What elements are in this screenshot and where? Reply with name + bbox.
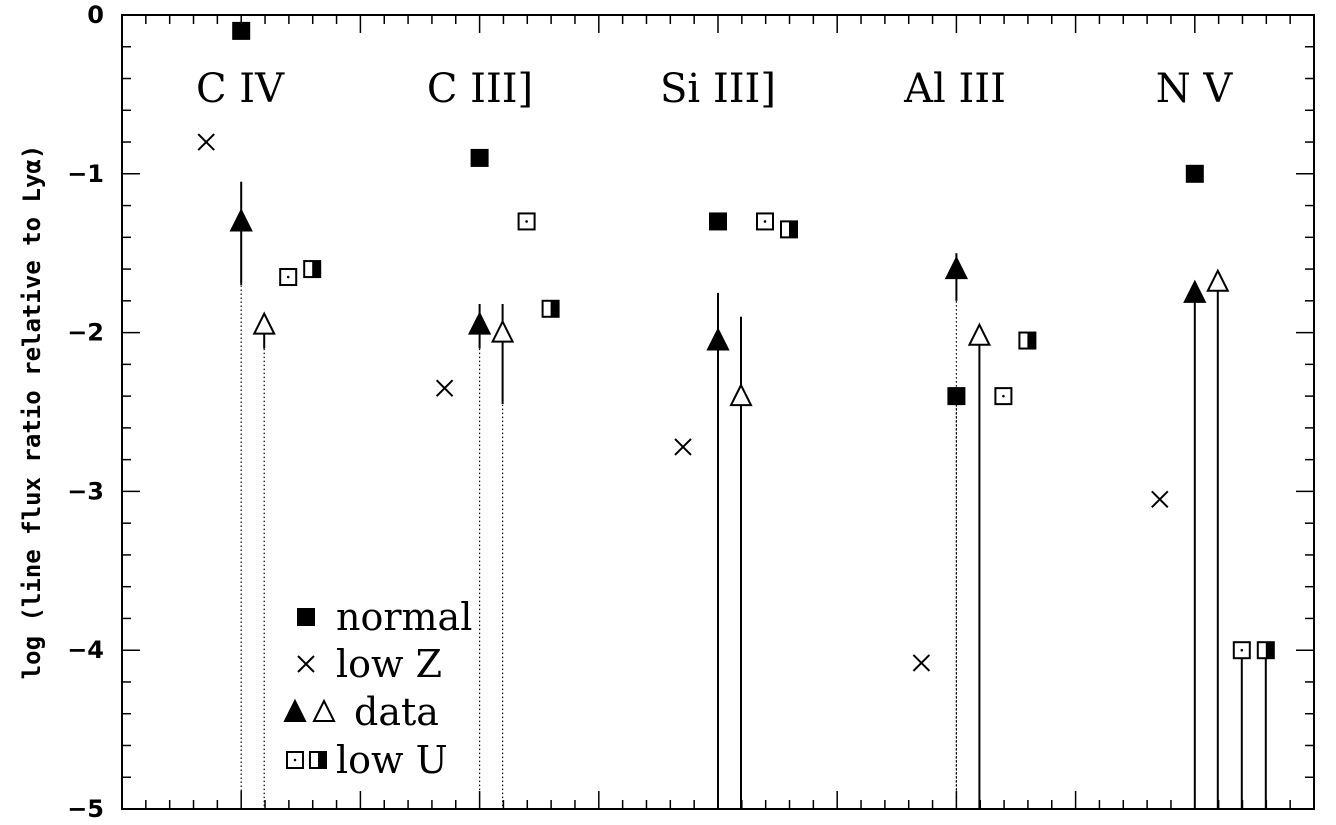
- data-open-triangle: [490, 319, 515, 343]
- normal-square: [947, 387, 966, 406]
- y-tick-label: −1: [67, 160, 104, 188]
- line-label: C IV: [196, 66, 285, 112]
- line-label: Si III]: [660, 66, 776, 112]
- normal-square: [232, 21, 251, 40]
- legend-label: low Z: [336, 642, 442, 686]
- line-label: Al III: [903, 66, 1006, 112]
- low-u-open-square-dot: [763, 220, 767, 223]
- group-0: [197, 21, 322, 809]
- normal-square: [709, 212, 727, 231]
- low-u-half-square-fill: [1265, 642, 1274, 659]
- legend-label: data: [354, 690, 439, 734]
- legend-data-filled-symbol: [283, 698, 307, 722]
- low-z-cross: [912, 654, 931, 672]
- low-u-open-square-dot: [286, 275, 290, 279]
- y-tick-label: −5: [67, 795, 104, 823]
- legend-low-z-symbol: [297, 655, 315, 673]
- normal-square: [470, 148, 489, 167]
- group-2: [674, 212, 798, 809]
- low-u-half-square-fill: [1027, 332, 1036, 349]
- low-u-half-square-fill: [789, 221, 797, 238]
- low-z-cross: [1151, 490, 1169, 509]
- data-filled-triangle: [467, 311, 492, 335]
- legend-label: normal: [336, 595, 472, 639]
- legend-label: low U: [336, 738, 448, 782]
- data-open-triangle: [252, 311, 276, 335]
- low-u-open-square-dot: [1002, 394, 1005, 398]
- y-ticks: 0 −1 −2 −3 −4 −5: [67, 1, 1314, 823]
- legend-normal-symbol: [297, 608, 315, 626]
- y-axis-label: log (line flux ratio relative to Lyα): [18, 145, 46, 680]
- group-4: [1151, 164, 1275, 809]
- line-label: C III]: [427, 66, 533, 112]
- y-tick-label: −3: [67, 477, 104, 505]
- low-z-cross: [674, 438, 692, 456]
- data-open-triangle: [729, 382, 753, 407]
- line-labels: C IV C III] Si III] Al III N V: [196, 66, 1233, 112]
- group-3: [912, 253, 1037, 809]
- line-label: N V: [1156, 66, 1234, 112]
- low-u-open-square-dot: [525, 220, 528, 223]
- legend-low-u-open-symbol-dot: [293, 758, 297, 762]
- y-tick-label: −4: [67, 636, 104, 664]
- low-u-half-square-fill: [312, 261, 321, 278]
- legend-low-u-half-symbol-fill: [318, 752, 326, 768]
- data-open-triangle: [967, 322, 992, 346]
- low-z-cross: [197, 133, 215, 151]
- data-filled-triangle: [1183, 279, 1207, 303]
- data-filled-triangle: [229, 208, 253, 232]
- data-filled-triangle: [706, 327, 730, 351]
- low-z-cross: [435, 379, 454, 397]
- chart-marks: [197, 21, 1275, 809]
- legend-data-open-symbol: [312, 698, 336, 722]
- low-u-open-square-dot: [1240, 648, 1244, 652]
- y-tick-label: 0: [87, 1, 104, 29]
- y-tick-label: −2: [67, 319, 104, 347]
- normal-square: [1185, 164, 1204, 183]
- low-u-half-square-fill: [550, 300, 559, 317]
- group-1: [435, 148, 560, 809]
- data-filled-triangle: [944, 255, 969, 280]
- data-open-triangle: [1206, 268, 1230, 292]
